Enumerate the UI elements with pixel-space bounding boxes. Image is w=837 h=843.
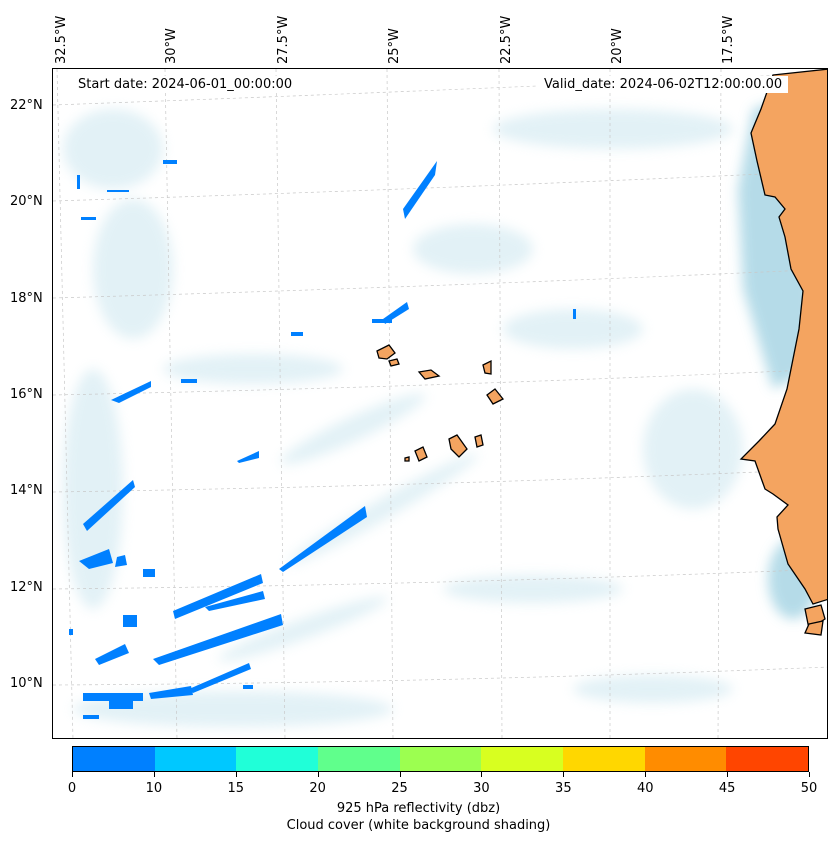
colorbar-segment [644,747,727,771]
lon-label: 25°W [387,28,402,64]
colorbar-segment [154,747,237,771]
colorbar-segment [563,747,645,771]
cape-verde-islands [376,344,505,462]
colorbar-tick-label: 15 [227,781,245,796]
colorbar-tick-label: 10 [145,781,163,796]
lat-label: 14°N [10,483,43,498]
colorbar-tick-label: 45 [718,781,736,796]
lon-label: 27.5°W [276,15,291,64]
lat-label: 18°N [10,291,43,306]
start-date-label: Start date: 2024-06-01_00:00:00 [72,76,299,93]
gridlines [53,69,827,738]
colorbar-tick-label: 40 [636,781,654,796]
colorbar-segment [73,747,155,771]
colorbar-tick-mark [645,772,647,777]
african-coast [739,69,827,636]
reflectivity-patches [69,160,576,719]
colorbar-tick-mark [153,772,155,777]
colorbar-segment [399,747,482,771]
colorbar-segment [481,747,564,771]
lat-label: 20°N [10,194,43,209]
lat-label: 10°N [10,676,43,691]
colorbar-tick-label: 25 [391,781,408,796]
colorbar-tick-mark [399,772,401,777]
colorbar-tick-label: 20 [309,781,326,796]
lat-label: 22°N [10,98,43,113]
colorbar-sublabel: Cloud cover (white background shading) [286,818,551,833]
colorbar-segment [726,747,809,771]
colorbar-tick-label: 35 [555,781,572,796]
lon-label: 17.5°W [721,15,736,64]
colorbar-tick-label: 50 [800,781,818,796]
map-canvas [53,69,827,738]
colorbar-tick-mark [235,772,237,777]
reflectivity-colorbar [72,746,809,772]
lon-label: 20°W [610,28,625,64]
colorbar-tick-mark [481,772,483,777]
colorbar-segment [236,747,319,771]
colorbar-tick-label: 0 [67,781,77,796]
colorbar-tick-label: 30 [473,781,490,796]
map-panel[interactable] [52,68,828,739]
lon-label: 32.5°W [54,15,69,64]
colorbar-segment [318,747,400,771]
lon-label: 22.5°W [499,15,514,64]
colorbar-tick-mark [727,772,729,777]
colorbar-label: 925 hPa reflectivity (dbz) [336,801,501,816]
colorbar-tick-mark [809,772,810,777]
lat-label: 12°N [10,580,43,595]
colorbar-tick-mark [317,772,319,777]
valid-date-label: Valid_date: 2024-06-02T12:00:00.00 [538,76,789,93]
lat-label: 16°N [10,387,43,402]
colorbar-tick-mark [72,772,73,777]
cloud-cover-shading [63,109,743,727]
lon-label: 30°W [164,28,179,64]
colorbar-tick-mark [563,772,565,777]
